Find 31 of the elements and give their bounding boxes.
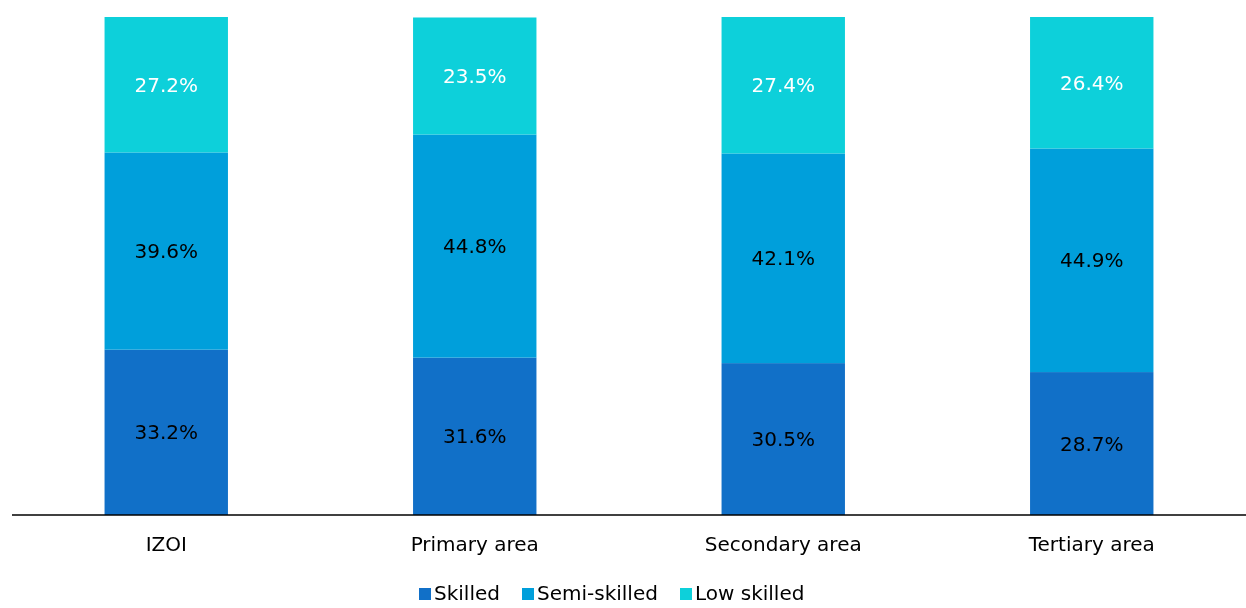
bar xyxy=(104,152,228,350)
legend-label: Semi-skilled xyxy=(537,581,658,605)
bar xyxy=(1030,372,1154,515)
x-tick-label: Primary area xyxy=(410,532,539,556)
bar xyxy=(413,17,537,135)
x-tick-label: Secondary area xyxy=(704,532,862,556)
data-label: 39.6% xyxy=(134,239,199,264)
data-label: 26.4% xyxy=(1059,70,1124,95)
data-label: 27.4% xyxy=(751,73,816,98)
data-label: 33.2% xyxy=(134,420,199,445)
data-label: 27.2% xyxy=(134,72,199,97)
x-tick-label: IZOI xyxy=(145,532,187,556)
bar xyxy=(413,134,537,358)
bar xyxy=(721,363,845,515)
data-label: 31.6% xyxy=(442,424,507,449)
legend-label: Skilled xyxy=(434,581,500,605)
bar xyxy=(721,17,845,154)
bar xyxy=(413,357,537,515)
bar xyxy=(1030,148,1154,373)
bar xyxy=(1030,17,1154,149)
data-label: 44.8% xyxy=(442,234,507,259)
x-tick-label: Tertiary area xyxy=(1027,532,1155,556)
bar xyxy=(721,153,845,364)
data-label: 42.1% xyxy=(751,246,816,271)
data-label: 30.5% xyxy=(751,427,816,452)
data-label: 28.7% xyxy=(1059,431,1124,456)
bar xyxy=(104,349,228,515)
legend-label: Low skilled xyxy=(695,581,805,605)
data-label: 44.9% xyxy=(1059,248,1124,273)
data-label: 23.5% xyxy=(442,64,507,89)
bar xyxy=(104,17,228,153)
